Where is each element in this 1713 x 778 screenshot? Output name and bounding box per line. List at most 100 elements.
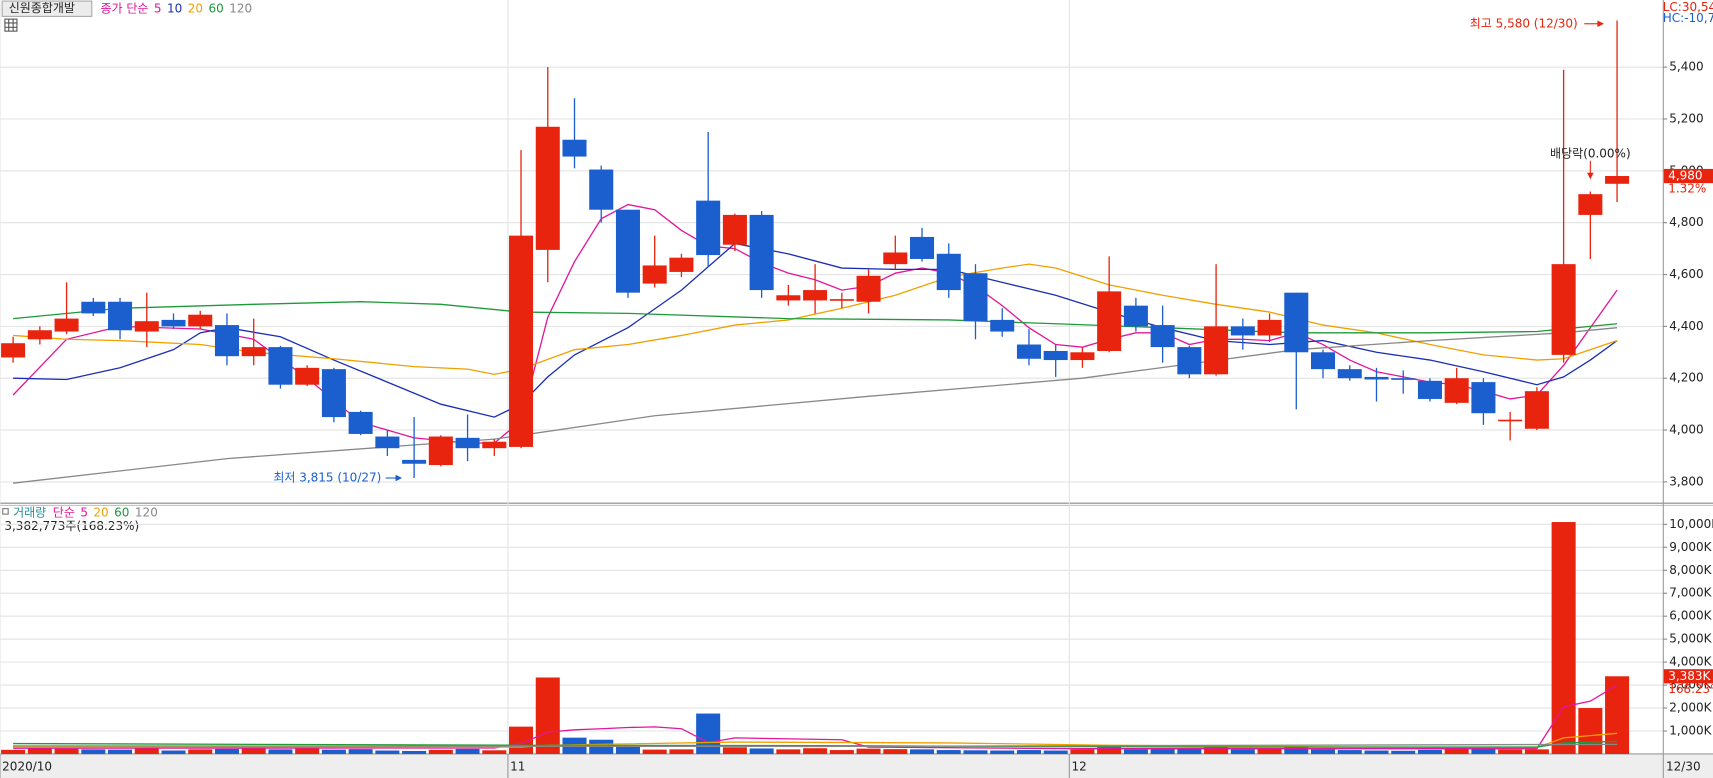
- candle-body: [749, 214, 774, 291]
- candle-body: [829, 299, 854, 301]
- volume-bar: [214, 748, 239, 754]
- legend-prefix: 종가 단순: [101, 1, 149, 15]
- candle-body: [214, 325, 239, 357]
- volume-bar: [54, 748, 79, 754]
- volume-bar: [1551, 522, 1576, 754]
- volume-bar: [963, 750, 988, 754]
- candle-body: [1016, 344, 1041, 359]
- candle-body: [241, 347, 266, 357]
- candle-body: [1257, 319, 1282, 336]
- volume-bar: [535, 677, 560, 754]
- legend-entry: 120: [135, 505, 158, 519]
- legend-entry: 20: [93, 505, 108, 519]
- y-tick-label: 4,800: [1669, 215, 1703, 229]
- legend-prefix: 단순: [53, 505, 75, 519]
- y-tick-label: 9,000K: [1669, 540, 1712, 554]
- legend: 종가 단순 5 10 20 60 120: [101, 1, 253, 15]
- moving-average-line: [13, 242, 1618, 418]
- y-tick-label: 8,000K: [1669, 563, 1712, 577]
- volume-bar: [1204, 746, 1229, 754]
- moving-average-line: [13, 740, 1618, 748]
- volume-bar: [803, 748, 828, 754]
- change-label: 168.23%: [1668, 682, 1713, 696]
- candle-body: [1551, 264, 1576, 355]
- hc-label: HC:-10,7: [1663, 11, 1713, 25]
- volume-bar: [856, 748, 881, 754]
- volume-bar: [1097, 747, 1122, 754]
- last-date: 12/30: [1666, 760, 1701, 774]
- candle-body: [936, 253, 961, 291]
- volume-bar: [642, 749, 667, 754]
- candle-body: [268, 347, 293, 385]
- candle-body: [535, 126, 560, 250]
- volume-bar: [134, 748, 159, 754]
- legend-entry: 20: [188, 1, 203, 15]
- current-value-tag: [1663, 168, 1713, 184]
- candle-body: [321, 369, 346, 418]
- candle-body: [188, 314, 213, 327]
- candle-body: [776, 295, 801, 301]
- volume-summary: 3,382,773주(168.23%): [4, 519, 139, 533]
- symbol-box[interactable]: [1, 0, 93, 17]
- y-tick-label: 4,600: [1669, 267, 1703, 281]
- candle-body: [669, 257, 694, 272]
- candle-body: [1605, 176, 1630, 184]
- volume-bar: [1337, 750, 1362, 754]
- moving-average-line: [13, 301, 1618, 334]
- candle-body: [428, 436, 453, 466]
- high-annotation: 최고 5,580 (12/30): [1470, 16, 1578, 30]
- candle-body: [1471, 382, 1496, 414]
- x-tick-label: 11: [510, 760, 525, 774]
- volume-bar: [1578, 708, 1603, 754]
- date-strip: [0, 753, 1713, 778]
- volume-bar: [1230, 749, 1255, 754]
- volume-icon: [2, 508, 9, 515]
- candle-body: [562, 139, 587, 157]
- current-value-label: 4,980: [1668, 169, 1702, 183]
- legend-entry: 5: [80, 505, 88, 519]
- volume-bar: [321, 749, 346, 754]
- volume-bar: [910, 749, 935, 754]
- y-tick-label: 5,400: [1669, 60, 1703, 74]
- volume-bar: [27, 748, 52, 754]
- candle-body: [1364, 376, 1389, 380]
- volume-bar: [428, 749, 453, 754]
- candle-body: [990, 319, 1015, 332]
- candle-body: [1070, 352, 1095, 361]
- candle-body: [1123, 305, 1148, 327]
- current-value-label: 3,383K: [1668, 669, 1711, 683]
- y-tick-label: 4,000K: [1669, 655, 1712, 669]
- volume-bar: [1311, 749, 1336, 754]
- candle-body: [696, 200, 721, 256]
- legend-entry: 60: [114, 505, 129, 519]
- lc-label: LC:30,54: [1663, 0, 1713, 14]
- candle-body: [856, 275, 881, 302]
- legend-title: 거래량: [13, 505, 46, 519]
- moving-average-line: [13, 743, 1618, 748]
- table-icon[interactable]: [4, 18, 18, 32]
- legend-entry: 10: [167, 1, 182, 15]
- candle-body: [1204, 326, 1229, 375]
- volume-bar: [268, 749, 293, 754]
- candle-body: [482, 441, 507, 449]
- candle-body: [455, 437, 480, 449]
- candle-body: [1177, 347, 1202, 375]
- current-value-tag: [1663, 669, 1713, 684]
- candle-body: [642, 265, 667, 284]
- volume-bar: [1177, 748, 1202, 754]
- volume-bar: [1391, 750, 1416, 754]
- candle-body: [1417, 380, 1442, 399]
- volume-bar: [455, 748, 480, 754]
- candle-body: [134, 321, 159, 332]
- annotation-arrowhead: [1597, 20, 1604, 28]
- y-tick-label: 3,800: [1669, 474, 1703, 488]
- candle-body: [615, 209, 640, 293]
- candle-body: [1, 343, 26, 358]
- y-tick-label: 1,000K: [1669, 723, 1712, 737]
- x-tick-label: 12: [1071, 760, 1086, 774]
- volume-bar: [749, 748, 774, 754]
- x-tick-label: 2020/10: [2, 760, 52, 774]
- symbol-name: 신원종합개발: [9, 1, 75, 15]
- candle-body: [1311, 352, 1336, 370]
- candle-body: [348, 411, 373, 434]
